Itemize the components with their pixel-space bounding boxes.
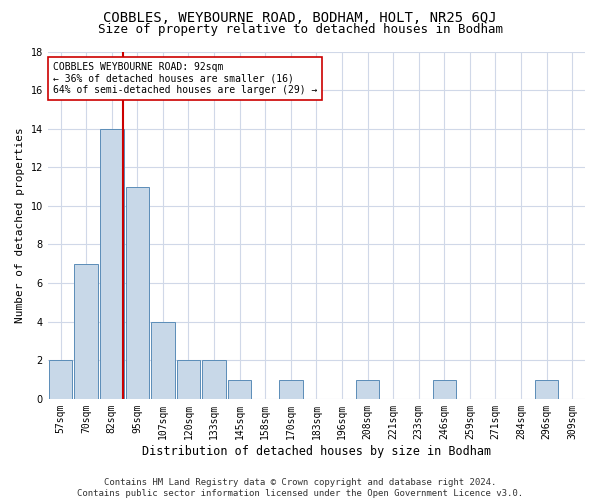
Bar xyxy=(356,380,379,399)
Bar xyxy=(202,360,226,399)
X-axis label: Distribution of detached houses by size in Bodham: Distribution of detached houses by size … xyxy=(142,444,491,458)
Bar xyxy=(433,380,456,399)
Bar xyxy=(100,128,124,399)
Text: Contains HM Land Registry data © Crown copyright and database right 2024.
Contai: Contains HM Land Registry data © Crown c… xyxy=(77,478,523,498)
Bar xyxy=(49,360,73,399)
Bar xyxy=(177,360,200,399)
Bar xyxy=(535,380,559,399)
Bar xyxy=(125,186,149,399)
Bar xyxy=(151,322,175,399)
Bar xyxy=(74,264,98,399)
Y-axis label: Number of detached properties: Number of detached properties xyxy=(15,128,25,323)
Text: Size of property relative to detached houses in Bodham: Size of property relative to detached ho… xyxy=(97,22,503,36)
Bar xyxy=(279,380,302,399)
Bar xyxy=(228,380,251,399)
Text: COBBLES, WEYBOURNE ROAD, BODHAM, HOLT, NR25 6QJ: COBBLES, WEYBOURNE ROAD, BODHAM, HOLT, N… xyxy=(103,11,497,25)
Text: COBBLES WEYBOURNE ROAD: 92sqm
← 36% of detached houses are smaller (16)
64% of s: COBBLES WEYBOURNE ROAD: 92sqm ← 36% of d… xyxy=(53,62,317,95)
